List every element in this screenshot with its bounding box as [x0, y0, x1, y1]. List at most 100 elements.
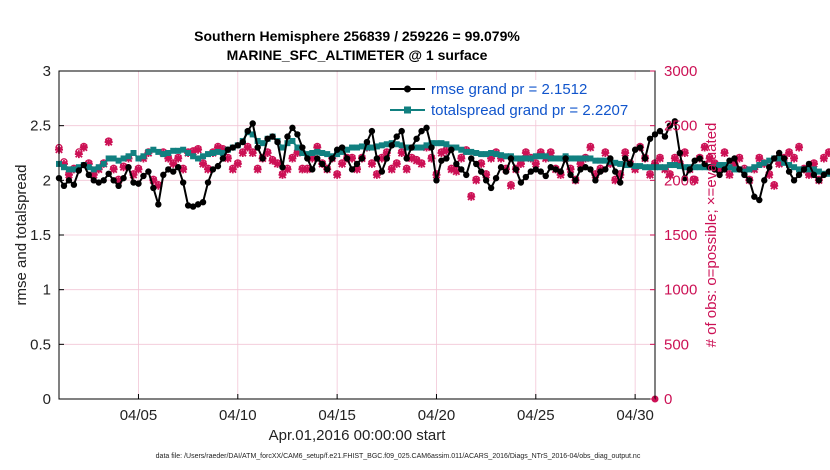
obs-evaluated-point — [114, 176, 123, 185]
rmse-point — [751, 193, 758, 200]
rmse-point — [105, 170, 112, 177]
spread-point — [488, 150, 495, 156]
rmse-point — [482, 177, 490, 184]
spread-point — [344, 146, 351, 153]
y-tick-right-label: 1000 — [664, 282, 697, 299]
rmse-point — [622, 155, 629, 162]
spread-point — [403, 144, 410, 151]
rmse-point — [284, 133, 291, 140]
rmse-point — [433, 177, 440, 184]
obs-evaluated-point — [372, 170, 381, 179]
spread-point — [577, 155, 584, 162]
spread-point — [741, 168, 748, 175]
spread-point — [572, 155, 579, 162]
rmse-point — [135, 180, 142, 187]
rmse-point — [150, 184, 157, 192]
rmse-point — [314, 155, 321, 162]
rmse-point — [468, 155, 475, 162]
rmse-point — [393, 133, 400, 140]
rmse-point — [532, 166, 539, 173]
rmse-point — [512, 166, 520, 173]
rmse-point — [726, 157, 733, 164]
rmse-point — [234, 142, 241, 149]
obs-evaluated-point — [586, 143, 595, 152]
rmse-point — [155, 201, 162, 208]
spread-point — [354, 144, 360, 151]
spread-point — [443, 141, 450, 148]
obs-evaluated-point — [348, 154, 357, 163]
rmse-point — [120, 174, 127, 182]
spread-point — [100, 160, 107, 167]
obs-evaluated-point — [84, 159, 93, 168]
obs-evaluated-point — [482, 170, 491, 179]
obs-evaluated-point — [655, 154, 664, 163]
obs-evaluated-point — [164, 154, 173, 163]
spread-point — [632, 163, 639, 170]
spread-point — [70, 166, 77, 173]
rmse-point — [721, 166, 728, 173]
rmse-point — [130, 179, 137, 186]
obs-evaluated-point — [457, 154, 466, 163]
obs-evaluated-point — [338, 159, 347, 168]
obs-evaluated-point — [119, 163, 128, 172]
rmse-point — [309, 166, 316, 173]
obs-evaluated-point — [417, 159, 426, 168]
obs-evaluated-point — [238, 149, 247, 157]
rmse-point — [810, 171, 818, 179]
spread-point — [463, 148, 470, 155]
rmse-point — [319, 160, 326, 168]
obs-evaluated-point — [89, 170, 98, 179]
obs-evaluated-point — [472, 176, 481, 185]
rmse-point — [567, 171, 574, 179]
rmse-point — [502, 168, 510, 175]
spread-point — [791, 164, 798, 171]
obs-evaluated-point — [213, 143, 222, 152]
obs-evaluated-point — [487, 154, 496, 163]
spread-point — [413, 144, 420, 151]
rmse-point — [780, 155, 788, 162]
rmse-point — [537, 168, 544, 175]
obs-evaluated-point — [233, 159, 242, 168]
spread-point — [254, 137, 261, 144]
ticks: 0 0.5 1 1.5 2 2.5 3 0 500 1000 1500 2000 2500 3000 04/… — [30, 63, 697, 424]
obs-evaluated-point — [442, 146, 451, 155]
rmse-point — [274, 138, 281, 146]
spread-point — [671, 162, 678, 169]
spread-point — [473, 150, 480, 156]
obs-evaluated-point — [293, 149, 302, 157]
rmse-point — [75, 167, 83, 174]
obs-evaluated-point — [273, 159, 282, 168]
obs-evaluated-point — [64, 170, 73, 179]
obs-evaluated-point — [218, 145, 227, 154]
obs-evaluated-point — [447, 165, 456, 174]
spread-point — [666, 162, 673, 169]
rmse-point — [343, 155, 351, 162]
rmse-point — [115, 182, 122, 189]
rmse-point — [612, 168, 619, 175]
rmse-point — [70, 181, 78, 188]
obs-evaluated-point — [427, 154, 436, 163]
spread-point — [691, 164, 698, 171]
obs-evaluated-point — [611, 176, 620, 185]
y-axis-label-right: # of obs: o=possible; ×=evaluated — [703, 123, 720, 348]
rmse-point — [165, 166, 172, 173]
spread-point — [746, 166, 753, 173]
spread-point — [105, 155, 112, 162]
spread-point — [334, 151, 341, 158]
spread-point — [676, 163, 683, 170]
obs-evaluated-point — [819, 154, 828, 163]
spread-point — [209, 150, 216, 156]
spread-point — [155, 148, 162, 155]
rmse-point — [353, 160, 361, 168]
obs-evaluated-point — [283, 165, 292, 174]
spread-point — [602, 157, 609, 164]
grid — [59, 71, 655, 399]
y-tick-right-label: 3000 — [664, 63, 697, 80]
rmse-point — [80, 161, 88, 169]
rmse-point — [90, 177, 97, 184]
spread-point — [309, 150, 316, 156]
spread-point — [398, 142, 405, 149]
obs-evaluated-point — [785, 149, 794, 157]
obs-evaluated-point — [129, 170, 138, 179]
